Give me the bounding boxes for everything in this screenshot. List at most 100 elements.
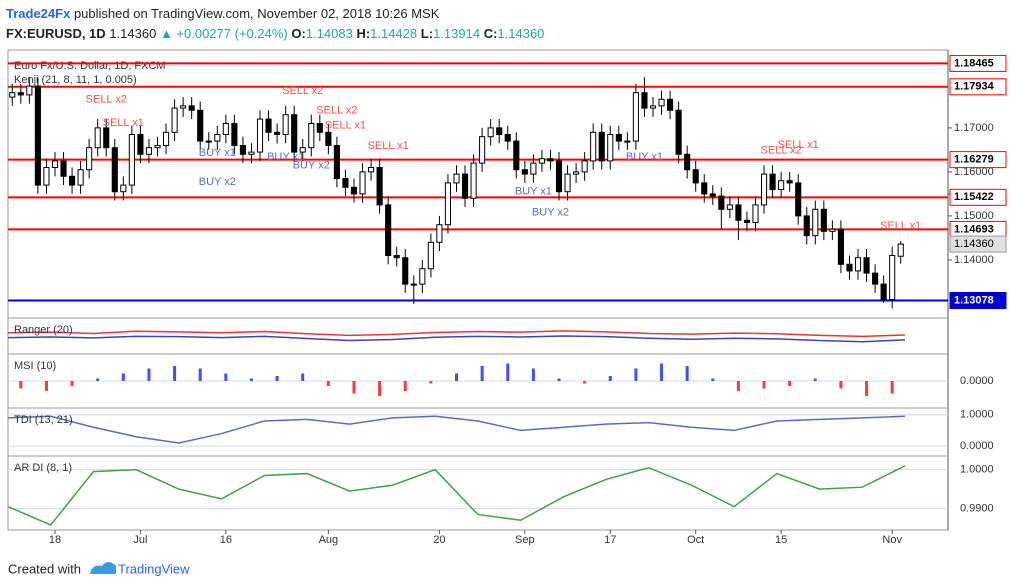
candle-body [760,173,768,206]
level-label: 1.17934 [954,81,995,93]
candle-body [342,177,349,188]
candle-body [812,208,819,237]
candle-body [538,158,545,164]
candle-body [162,131,170,146]
histogram-bar [224,373,228,381]
candle-body [564,173,571,193]
histogram-bar [19,381,23,389]
x-tick-label: Oct [687,534,704,546]
histogram-bar [711,378,715,381]
histogram-bar [249,378,253,381]
x-tick-label: 17 [604,534,616,546]
footer-brand: TradingView [118,561,190,576]
signal-label: BUY x1 [626,151,663,163]
candle-body [863,257,870,274]
candle-body [214,133,221,142]
candle-body [171,107,178,133]
candle-body [43,166,50,186]
signal-label: BUY x2 [293,160,330,172]
histogram-bar [121,373,125,381]
candle-body [692,169,699,184]
candle-body [555,160,563,193]
indicator-line [7,335,906,343]
candle-body [624,140,631,143]
signal-label: SELL x1 [325,120,366,132]
candle-body [641,92,648,109]
x-tick-label: Aug [319,534,339,546]
candle-body [419,268,426,285]
histogram-bar [198,368,202,381]
candle-body [77,169,84,186]
histogram-bar [660,363,664,381]
x-tick-label: Nov [882,534,902,546]
candle-body [615,133,622,142]
publish-line: Trade24Fx published on TradingView.com, … [6,4,544,24]
histogram-bar [352,381,356,394]
candle-body [308,122,315,149]
pane-title: AR DI (8, 1) [14,462,72,474]
candle-body [34,85,41,186]
candle-body [453,173,460,184]
header: Trade24Fx published on TradingView.com, … [6,4,544,44]
histogram-bar [736,381,740,391]
y-tick-label: 1.0000 [960,464,994,476]
candle-body [752,204,759,224]
candle-body [385,204,392,257]
candle-body [239,144,246,155]
candle-body [530,162,537,175]
candle-body [487,127,494,138]
pane-title: MSI (10) [14,360,56,372]
signal-label: SELL x1 [103,117,144,129]
candle-body [649,105,657,109]
last-price-label: 1.14360 [954,238,994,250]
signal-label: BUY x1 [515,186,552,198]
candle-body [103,127,110,149]
x-tick-label: 18 [49,534,61,546]
x-tick-label: Sep [515,534,535,546]
candle-body [795,182,802,217]
y-tick-label: 1.15000 [954,210,994,222]
histogram-bar [44,381,48,391]
signal-label: SELL x2 [316,105,357,117]
histogram-bar [147,368,151,381]
candle-body [248,151,255,155]
lv: 1.13914 [433,26,481,41]
candle-body [69,175,76,186]
candle-body [675,109,682,155]
candle-body [803,215,810,237]
histogram-bar [275,376,279,381]
histogram-bar [890,381,894,394]
candle-body [376,166,383,206]
candle-body [120,184,127,193]
signal-label: SELL x2 [761,145,802,157]
candle-body [274,131,281,135]
histogram-bar [70,381,74,386]
candle-body [291,114,298,153]
level-tag [949,151,1007,169]
candle-body [137,133,144,155]
candle-body [872,272,879,285]
candle-body [222,122,229,135]
indicator-line [7,330,906,338]
candle-body [598,131,605,162]
candle-body [350,186,358,195]
level-label: 1.18465 [954,57,994,69]
histogram-bar [608,376,612,381]
o: O: [291,26,306,41]
level-tag [949,188,1007,206]
candle-body [265,118,272,133]
candle-body [231,122,238,146]
candle-body [581,160,588,173]
candle-body [145,147,153,155]
indicator-line [7,415,906,444]
histogram-bar [403,381,407,391]
pane-title: Ranger (20) [14,324,73,336]
level-tag [949,78,1007,96]
change: ▲ +0.00277 (+0.24%) [159,26,288,41]
published: published on TradingView.com, November 0… [73,6,440,21]
histogram-bar [762,381,766,389]
histogram-bar [429,381,433,384]
signal-label: SELL x1 [880,220,921,232]
signal-label: BUY x1 [267,151,304,163]
